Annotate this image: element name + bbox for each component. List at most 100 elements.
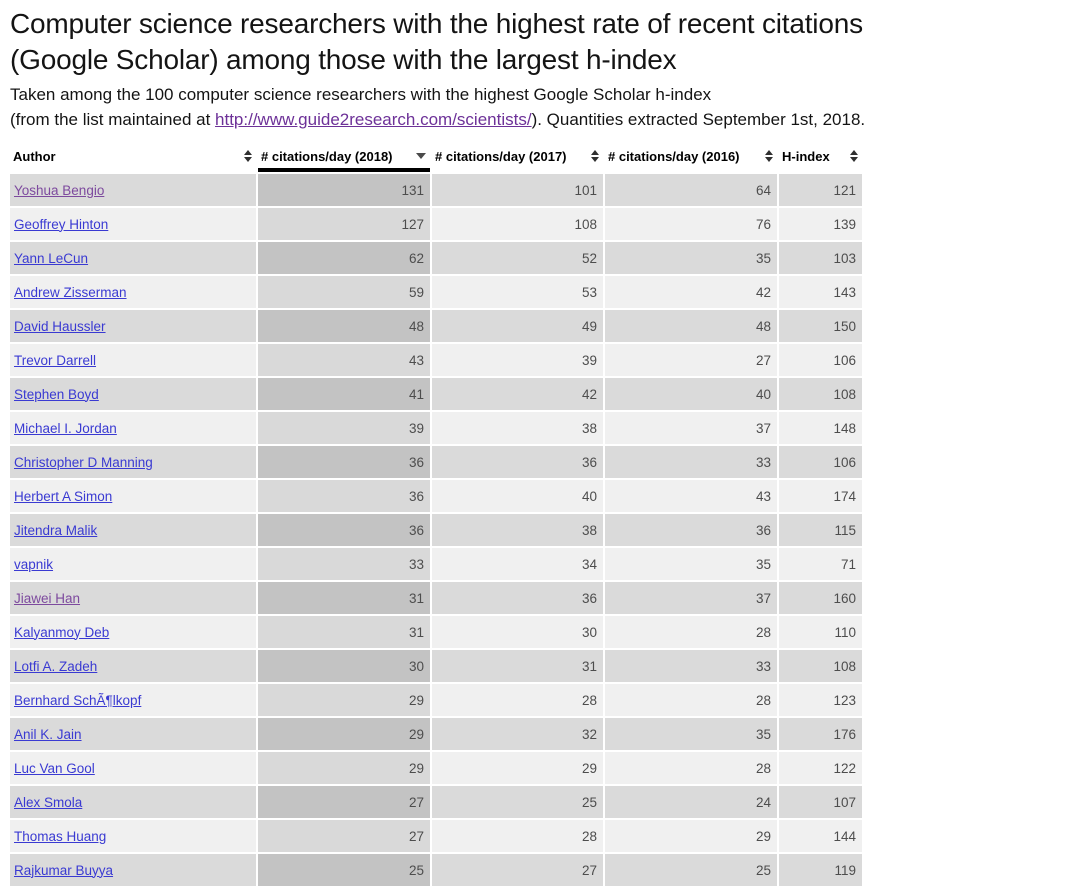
hindex-cell: 106	[779, 344, 862, 376]
author-link[interactable]: Yann LeCun	[14, 250, 89, 266]
hindex-cell: 176	[779, 718, 862, 750]
citations-2017-cell: 32	[432, 718, 603, 750]
citations-2016-cell: 43	[605, 480, 777, 512]
author-cell: Stephen Boyd	[10, 378, 256, 410]
citations-2016-cell: 33	[605, 650, 777, 682]
citations-2017-cell: 42	[432, 378, 603, 410]
author-link[interactable]: vapnik	[14, 556, 54, 572]
citations-2017-cell: 36	[432, 582, 603, 614]
author-link[interactable]: Jitendra Malik	[14, 522, 98, 538]
citations-2018-cell: 48	[258, 310, 430, 342]
author-cell: Yann LeCun	[10, 242, 256, 274]
citations-2017-cell: 36	[432, 446, 603, 478]
author-cell: Andrew Zisserman	[10, 276, 256, 308]
citations-2017-cell: 27	[432, 854, 603, 886]
citations-2017-cell: 25	[432, 786, 603, 818]
hindex-cell: 148	[779, 412, 862, 444]
author-link[interactable]: Andrew Zisserman	[14, 284, 127, 300]
subtitle-line2-suffix: ). Quantities extracted September 1st, 2…	[531, 110, 866, 129]
column-header-citations-2018[interactable]: # citations/day (2018)	[258, 144, 430, 172]
citations-2018-cell: 39	[258, 412, 430, 444]
author-link[interactable]: Bernhard SchÃ¶lkopf	[14, 692, 142, 708]
citations-2018-cell: 31	[258, 582, 430, 614]
author-cell: vapnik	[10, 548, 256, 580]
hindex-cell: 108	[779, 378, 862, 410]
hindex-cell: 123	[779, 684, 862, 716]
author-link[interactable]: Alex Smola	[14, 794, 83, 810]
citations-2017-cell: 28	[432, 684, 603, 716]
citations-2018-cell: 43	[258, 344, 430, 376]
citations-2016-cell: 28	[605, 616, 777, 648]
citations-2016-cell: 35	[605, 718, 777, 750]
header-row: Author # citations/day (2018) # citation…	[10, 144, 862, 172]
citations-2017-cell: 38	[432, 412, 603, 444]
hindex-cell: 106	[779, 446, 862, 478]
citations-2017-cell: 101	[432, 174, 603, 206]
author-cell: Christopher D Manning	[10, 446, 256, 478]
author-link[interactable]: Michael I. Jordan	[14, 420, 117, 436]
author-cell: Thomas Huang	[10, 820, 256, 852]
citations-2018-cell: 27	[258, 820, 430, 852]
author-link[interactable]: Luc Van Gool	[14, 760, 95, 776]
citations-2018-cell: 59	[258, 276, 430, 308]
table-row: Jitendra Malik 36 38 36 115	[10, 514, 862, 546]
hindex-cell: 103	[779, 242, 862, 274]
sort-both-icon	[850, 150, 858, 162]
author-link[interactable]: Herbert A Simon	[14, 488, 113, 504]
author-link[interactable]: Lotfi A. Zadeh	[14, 658, 98, 674]
author-cell: Geoffrey Hinton	[10, 208, 256, 240]
author-link[interactable]: Kalyanmoy Deb	[14, 624, 110, 640]
author-link[interactable]: Anil K. Jain	[14, 726, 82, 742]
citations-2018-cell: 29	[258, 684, 430, 716]
table-row: David Haussler 48 49 48 150	[10, 310, 862, 342]
author-link[interactable]: Trevor Darrell	[14, 352, 97, 368]
citations-2017-cell: 39	[432, 344, 603, 376]
page-title-line2: (Google Scholar) among those with the la…	[10, 44, 677, 75]
guide2research-link[interactable]: http://www.guide2research.com/scientists…	[215, 110, 532, 129]
hindex-cell: 115	[779, 514, 862, 546]
citations-2017-cell: 52	[432, 242, 603, 274]
column-header-hindex[interactable]: H-index	[779, 144, 862, 172]
citations-2018-cell: 30	[258, 650, 430, 682]
author-link[interactable]: Jiawei Han	[14, 590, 81, 606]
author-link[interactable]: Geoffrey Hinton	[14, 216, 109, 232]
citations-2016-cell: 36	[605, 514, 777, 546]
table-row: Yann LeCun 62 52 35 103	[10, 242, 862, 274]
sort-desc-icon	[416, 153, 426, 159]
author-link[interactable]: Rajkumar Buyya	[14, 862, 114, 878]
column-header-citations-2017[interactable]: # citations/day (2017)	[432, 144, 603, 172]
author-cell: Jiawei Han	[10, 582, 256, 614]
author-link[interactable]: Yoshua Bengio	[14, 182, 105, 198]
citations-2016-cell: 35	[605, 242, 777, 274]
author-cell: Alex Smola	[10, 786, 256, 818]
table-row: Anil K. Jain 29 32 35 176	[10, 718, 862, 750]
table-row: Thomas Huang 27 28 29 144	[10, 820, 862, 852]
column-header-citations-2016[interactable]: # citations/day (2016)	[605, 144, 777, 172]
subtitle-line2-prefix: (from the list maintained at	[10, 110, 216, 129]
citations-2017-cell: 108	[432, 208, 603, 240]
author-link[interactable]: Christopher D Manning	[14, 454, 153, 470]
citations-2018-cell: 131	[258, 174, 430, 206]
author-cell: Trevor Darrell	[10, 344, 256, 376]
citations-2016-cell: 42	[605, 276, 777, 308]
sort-both-icon	[765, 150, 773, 162]
citations-2017-cell: 30	[432, 616, 603, 648]
table-row: Bernhard SchÃ¶lkopf 29 28 28 123	[10, 684, 862, 716]
citations-2017-cell: 40	[432, 480, 603, 512]
citations-2016-cell: 64	[605, 174, 777, 206]
author-link[interactable]: Thomas Huang	[14, 828, 107, 844]
page-subtitle: Taken among the 100 computer science res…	[10, 82, 1080, 132]
citations-2018-cell: 27	[258, 786, 430, 818]
column-label-citations-2016: # citations/day (2016)	[608, 148, 740, 164]
table-row: Andrew Zisserman 59 53 42 143	[10, 276, 862, 308]
page-title-line1: Computer science researchers with the hi…	[10, 8, 863, 39]
column-header-author[interactable]: Author	[10, 144, 256, 172]
citations-2017-cell: 53	[432, 276, 603, 308]
table-row: vapnik 33 34 35 71	[10, 548, 862, 580]
author-link[interactable]: David Haussler	[14, 318, 106, 334]
citations-2017-cell: 28	[432, 820, 603, 852]
author-link[interactable]: Stephen Boyd	[14, 386, 99, 402]
author-cell: Luc Van Gool	[10, 752, 256, 784]
author-cell: Rajkumar Buyya	[10, 854, 256, 886]
hindex-cell: 139	[779, 208, 862, 240]
